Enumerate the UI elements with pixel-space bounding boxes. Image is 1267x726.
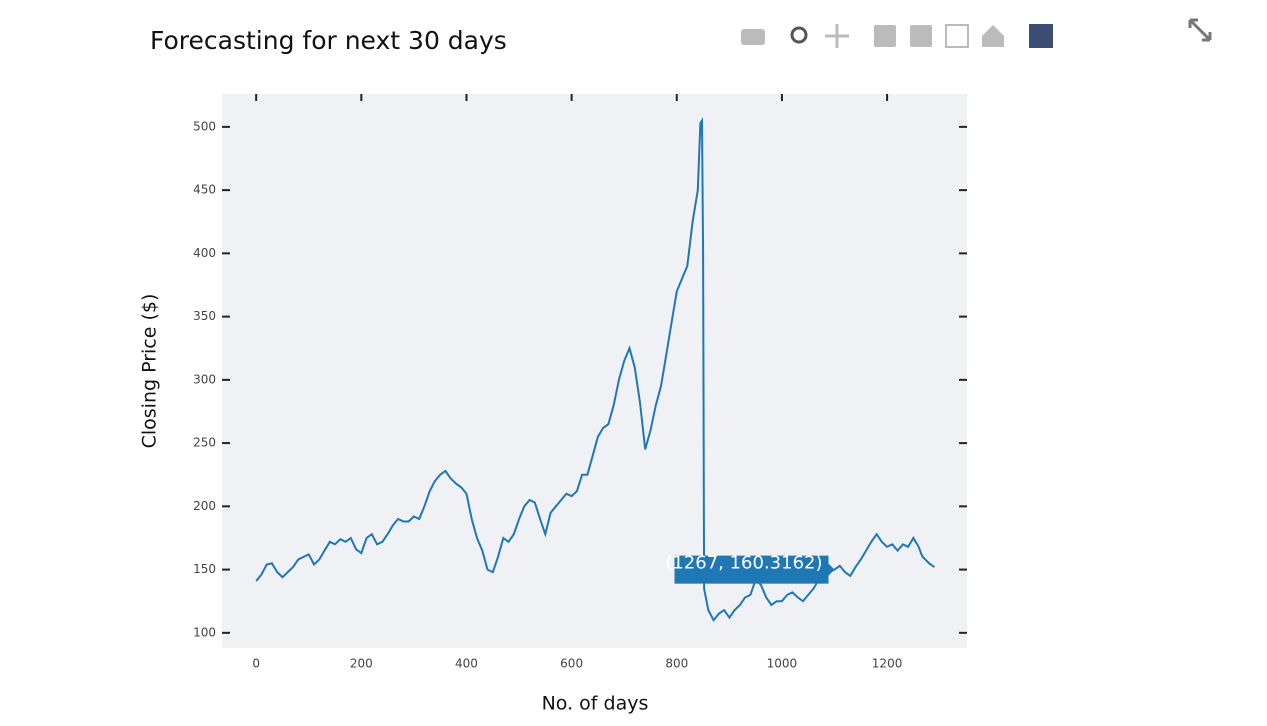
pan-button[interactable] — [825, 24, 849, 48]
zoom-in-button[interactable] — [874, 25, 896, 47]
y-tick-label: 250 — [193, 436, 216, 450]
y-tick-label: 150 — [193, 562, 216, 576]
camera-button[interactable] — [741, 29, 765, 45]
y-tick-label: 400 — [193, 246, 216, 260]
chart-title: Forecasting for next 30 days — [150, 26, 507, 55]
hover-box — [674, 555, 835, 584]
x-tick-label: 1200 — [872, 657, 903, 671]
y-tick-label: 300 — [193, 372, 216, 386]
x-axis-label: No. of days — [542, 693, 649, 715]
y-tick-label: 200 — [193, 499, 216, 513]
x-tick-label: 1000 — [767, 657, 798, 671]
x-tick-label: 200 — [350, 657, 373, 671]
plotly-logo[interactable] — [1029, 24, 1053, 48]
x-tick-label: 600 — [560, 657, 583, 671]
plot-area — [222, 94, 967, 648]
hover-label: (1267, 160.3162) — [665, 553, 822, 574]
x-tick-label: 0 — [252, 657, 260, 671]
fullscreen-button[interactable] — [1188, 18, 1212, 42]
y-tick-label: 100 — [193, 625, 216, 639]
y-tick-label: 350 — [193, 309, 216, 323]
toolbar — [741, 18, 1212, 48]
y-tick-label: 450 — [193, 183, 216, 197]
x-tick-label: 400 — [455, 657, 478, 671]
y-tick-label: 500 — [193, 119, 216, 133]
autoscale-button[interactable] — [945, 24, 969, 48]
reset-button[interactable] — [982, 25, 1004, 47]
zoom-out-button[interactable] — [910, 25, 932, 47]
y-axis-label: Closing Price ($) — [139, 294, 161, 449]
x-tick-label: 800 — [665, 657, 688, 671]
zoom-button[interactable] — [790, 26, 808, 44]
